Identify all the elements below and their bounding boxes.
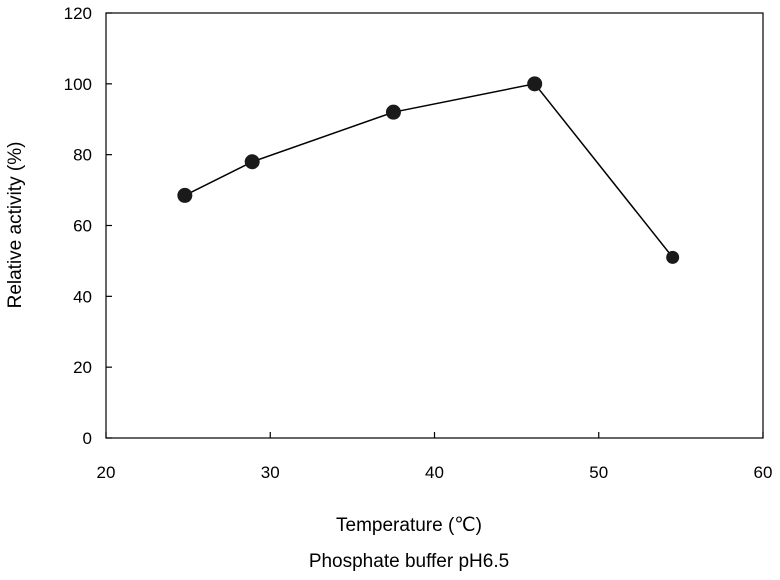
- data-point: [527, 76, 543, 92]
- x-tick-label: 20: [97, 463, 116, 482]
- x-tick-label: 40: [425, 463, 444, 482]
- x-tick-label: 50: [589, 463, 608, 482]
- data-point: [244, 154, 260, 170]
- y-tick-label: 100: [64, 75, 92, 94]
- plot-frame: [105, 12, 764, 439]
- x-axis: 20 30 40 50 60: [97, 432, 773, 482]
- y-tick-label: 60: [73, 217, 92, 236]
- x-tick-label: 30: [261, 463, 280, 482]
- y-tick-label: 40: [73, 287, 92, 306]
- y-tick-label: 120: [64, 4, 92, 23]
- data-points: [177, 76, 680, 264]
- y-axis-label: Relative activity (%): [5, 142, 26, 309]
- y-tick-label: 20: [73, 358, 92, 377]
- x-axis-label: Temperature (℃): [336, 515, 482, 536]
- y-tick-label: 0: [83, 429, 92, 448]
- data-point: [177, 187, 193, 203]
- y-axis: 0 20 40 60 80 100 120: [64, 4, 112, 448]
- y-tick-label: 80: [73, 146, 92, 165]
- data-point: [666, 250, 680, 264]
- x-tick-label: 60: [754, 463, 773, 482]
- chart-caption: Phosphate buffer pH6.5: [309, 551, 509, 572]
- series-line: [184, 82, 674, 258]
- data-point: [385, 104, 401, 120]
